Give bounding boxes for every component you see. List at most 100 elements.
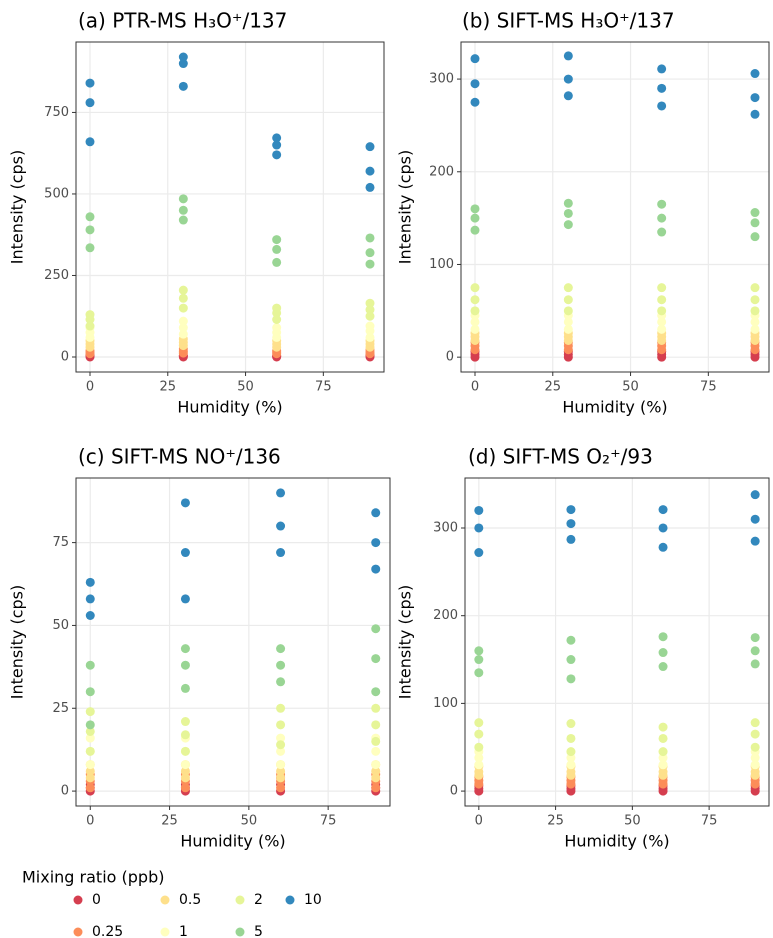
- point: [563, 208, 573, 218]
- point: [474, 646, 484, 656]
- x-tick-label: 50: [241, 814, 258, 829]
- point: [563, 317, 573, 327]
- y-tick-label: 0: [61, 350, 69, 365]
- point: [371, 746, 381, 756]
- legend-label: 0.25: [92, 924, 123, 938]
- point: [470, 283, 480, 293]
- x-tick-label: 25: [161, 814, 178, 829]
- point: [750, 317, 760, 327]
- point: [365, 332, 375, 342]
- point: [85, 726, 95, 736]
- point: [563, 306, 573, 316]
- legend-label: 0: [92, 892, 101, 908]
- point: [276, 720, 286, 730]
- point: [750, 646, 760, 656]
- x-axis-label: Humidity (%): [177, 398, 282, 417]
- y-tick-label: 100: [433, 696, 458, 711]
- point: [276, 644, 286, 654]
- point: [85, 137, 95, 147]
- point: [750, 490, 760, 500]
- point: [272, 315, 282, 324]
- point: [276, 733, 286, 743]
- point: [276, 760, 286, 770]
- point: [85, 707, 95, 717]
- plot-background: [76, 478, 390, 806]
- point: [371, 508, 381, 518]
- point: [658, 722, 668, 732]
- y-tick-label: 75: [52, 535, 69, 550]
- point: [657, 213, 667, 223]
- point: [566, 519, 576, 529]
- point: [272, 140, 282, 150]
- point: [470, 306, 480, 316]
- point: [85, 212, 95, 222]
- x-tick-label: 0: [86, 380, 94, 395]
- point: [85, 321, 95, 331]
- point: [180, 644, 190, 654]
- point: [566, 655, 576, 665]
- point: [474, 548, 484, 558]
- point: [365, 259, 375, 269]
- point: [365, 233, 375, 243]
- y-tick-label: 750: [44, 105, 69, 120]
- point: [470, 54, 480, 64]
- point: [276, 766, 286, 776]
- point: [657, 83, 667, 93]
- point: [365, 305, 375, 315]
- point: [365, 298, 375, 308]
- point: [474, 718, 484, 728]
- point: [276, 703, 286, 713]
- point: [365, 311, 375, 321]
- point: [365, 182, 375, 192]
- point: [474, 655, 484, 665]
- point: [470, 213, 480, 223]
- point: [470, 324, 480, 334]
- chart-title: (b) SIFT-MS H₃O⁺/137: [462, 9, 675, 33]
- chart-title: (c) SIFT-MS NO⁺/136: [78, 445, 281, 469]
- point: [563, 91, 573, 101]
- plot-border: [75, 477, 391, 807]
- point: [750, 729, 760, 739]
- point: [180, 783, 190, 793]
- point: [658, 733, 668, 743]
- point: [85, 773, 95, 783]
- x-tick-label: 75: [701, 814, 718, 829]
- point: [371, 736, 381, 746]
- y-tick-label: 0: [446, 350, 454, 365]
- y-tick-label: 200: [429, 164, 454, 179]
- legend-marker: [73, 927, 83, 937]
- point: [563, 51, 573, 61]
- point: [85, 98, 95, 108]
- x-tick-label: 0: [86, 814, 94, 829]
- point: [178, 323, 188, 333]
- point: [371, 654, 381, 664]
- point: [371, 773, 381, 783]
- legend-marker: [235, 927, 245, 937]
- point: [470, 295, 480, 305]
- chart-title: (d) SIFT-MS O₂⁺/93: [468, 445, 653, 469]
- legend-marker: [73, 895, 83, 905]
- point: [470, 317, 480, 327]
- legend-label: 0.5: [179, 892, 201, 908]
- x-axis-label: Humidity (%): [564, 832, 669, 851]
- point: [750, 633, 760, 643]
- point: [657, 295, 667, 305]
- point: [657, 101, 667, 111]
- plot-background: [461, 42, 769, 372]
- legend-marker: [285, 895, 295, 905]
- x-tick-label: 75: [315, 380, 332, 395]
- point: [178, 59, 188, 69]
- legend-label: 1: [179, 924, 188, 938]
- point: [178, 316, 188, 326]
- point: [276, 548, 286, 558]
- point: [566, 719, 576, 729]
- x-tick-label: 75: [700, 380, 717, 395]
- y-tick-label: 100: [429, 257, 454, 272]
- point: [365, 142, 375, 152]
- point: [365, 321, 375, 331]
- x-tick-label: 25: [547, 814, 564, 829]
- point: [657, 64, 667, 74]
- point: [750, 324, 760, 334]
- point: [85, 577, 95, 587]
